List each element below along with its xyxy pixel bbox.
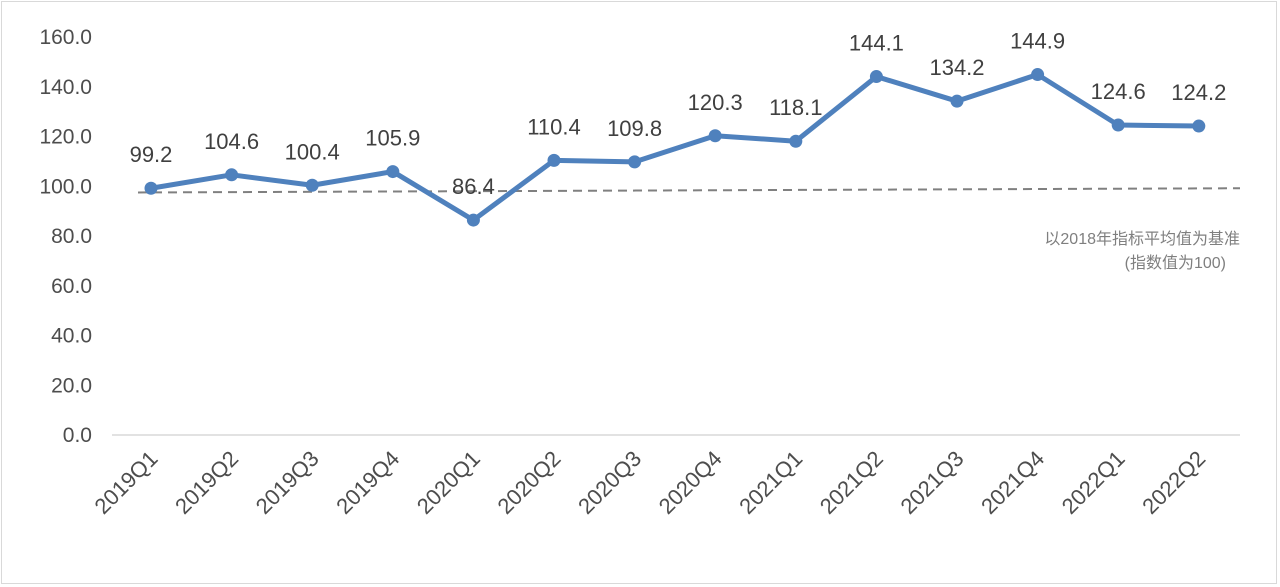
x-tick-label: 2020Q2 xyxy=(492,446,565,519)
data-label: 124.2 xyxy=(1171,80,1226,105)
x-tick-label: 2022Q1 xyxy=(1057,446,1130,519)
x-tick-label: 2021Q4 xyxy=(976,446,1049,519)
x-tick-label: 2020Q3 xyxy=(573,446,646,519)
data-label: 144.9 xyxy=(1010,29,1065,54)
series-points xyxy=(144,68,1206,227)
data-point xyxy=(1031,68,1045,82)
x-tick-label: 2020Q1 xyxy=(412,446,485,519)
baseline-note-line2: (指数值为100) xyxy=(1125,254,1226,272)
data-label: 104.6 xyxy=(204,129,259,154)
x-tick-label: 2019Q4 xyxy=(331,446,404,519)
data-label: 110.4 xyxy=(527,114,580,139)
x-tick-label: 2022Q2 xyxy=(1137,446,1210,519)
x-tick-label: 2019Q3 xyxy=(251,446,324,519)
y-axis-ticks: 0.0 20.0 40.0 60.0 80.0 100.0 120.0 140.0 160.0 xyxy=(39,26,92,447)
x-tick-label: 2021Q1 xyxy=(734,446,807,519)
data-label: 86.4 xyxy=(452,174,495,199)
x-tick-label: 2021Q3 xyxy=(895,446,968,519)
data-point xyxy=(386,165,400,179)
y-tick-label: 160.0 xyxy=(39,26,92,49)
baseline-note-line1: 以2018年指标平均值为基准 xyxy=(1044,230,1240,248)
data-label: 105.9 xyxy=(365,126,420,151)
x-tick-label: 2021Q2 xyxy=(815,446,888,519)
y-tick-label: 80.0 xyxy=(51,225,92,248)
y-tick-label: 20.0 xyxy=(51,374,92,397)
data-point xyxy=(708,129,722,143)
y-tick-label: 60.0 xyxy=(51,275,92,298)
data-point xyxy=(789,134,803,148)
data-point xyxy=(1192,119,1206,133)
baseline-100-line xyxy=(137,187,1241,194)
series-line xyxy=(148,72,1202,223)
data-point xyxy=(466,213,480,227)
x-tick-label: 2020Q4 xyxy=(654,446,727,519)
data-labels: 99.2 104.6 100.4 105.9 86.4 110.4 109.8 120.3 11… xyxy=(130,29,1227,200)
data-point xyxy=(869,70,883,84)
data-label: 109.8 xyxy=(607,116,662,141)
data-label: 118.1 xyxy=(769,95,822,120)
y-tick-label: 0.0 xyxy=(63,424,92,447)
data-point xyxy=(225,168,239,182)
data-label: 120.3 xyxy=(688,90,743,115)
y-tick-label: 100.0 xyxy=(39,175,92,198)
data-label: 99.2 xyxy=(130,142,173,167)
y-tick-label: 120.0 xyxy=(39,126,92,149)
x-tick-label: 2019Q2 xyxy=(170,446,243,519)
x-axis-ticks: 2019Q1 2019Q2 2019Q3 2019Q4 2020Q1 2020Q2 2020… xyxy=(89,446,1210,519)
data-point xyxy=(144,181,158,195)
x-tick-label: 2019Q1 xyxy=(89,446,162,519)
data-point xyxy=(628,155,642,169)
data-label: 124.6 xyxy=(1091,79,1146,104)
data-label: 144.1 xyxy=(849,31,904,56)
data-point xyxy=(305,178,319,192)
data-point xyxy=(547,153,561,167)
data-label: 100.4 xyxy=(285,139,340,164)
y-tick-label: 140.0 xyxy=(39,76,92,99)
y-tick-label: 40.0 xyxy=(51,325,92,348)
data-label: 134.2 xyxy=(929,55,984,80)
data-point xyxy=(1111,118,1125,132)
data-point xyxy=(950,94,964,108)
